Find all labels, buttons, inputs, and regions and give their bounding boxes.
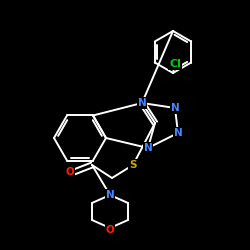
Text: N: N [170,103,179,113]
Text: N: N [174,128,182,138]
Text: N: N [138,98,146,108]
Text: Cl: Cl [169,59,181,69]
Text: O: O [106,225,114,235]
Text: N: N [106,190,114,200]
Text: S: S [129,160,137,170]
Text: N: N [144,143,152,153]
Text: O: O [66,167,74,177]
